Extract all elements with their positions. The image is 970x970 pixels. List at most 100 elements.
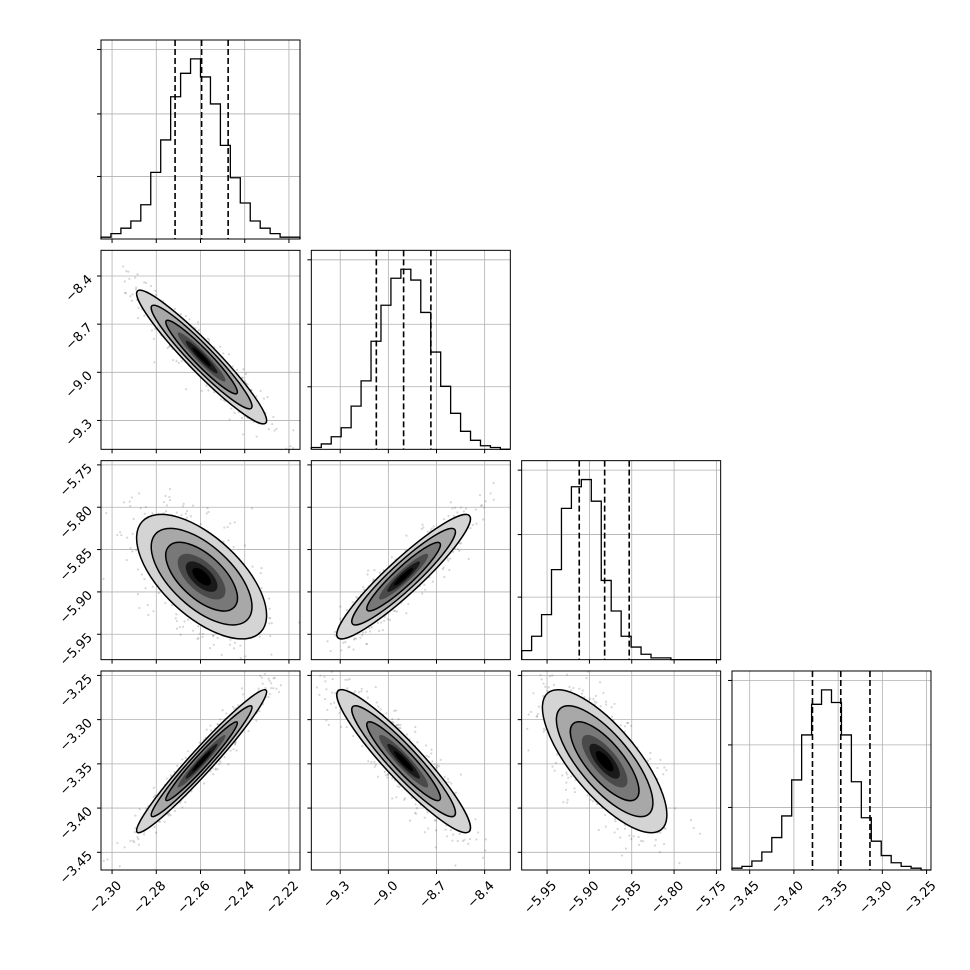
sample-point [170,603,174,607]
sample-point [272,415,275,419]
sample-point [547,686,550,689]
sample-point [423,583,426,586]
sample-point [116,841,119,845]
sample-point [334,634,337,637]
sample-point [426,530,429,533]
sample-point [198,632,201,635]
sample-point [259,674,262,677]
sample-point [145,281,148,284]
sample-point [459,506,463,509]
sample-point [541,695,545,698]
sample-point [124,292,127,295]
sample-point [270,653,273,656]
sample-point [242,433,245,436]
sample-point [151,585,154,588]
sample-point [168,495,171,499]
sample-point [228,643,232,646]
y-tick-label: −5.85 [57,546,96,585]
sample-point [435,766,439,769]
sample-point [182,625,185,628]
sample-point [216,636,219,640]
sample-point [187,750,190,753]
sample-point [628,834,631,837]
sample-point [626,721,629,725]
sample-point [460,542,463,545]
sample-point [152,786,155,789]
sample-point [309,660,311,662]
sample-point [247,729,250,733]
sample-point [380,621,383,624]
sample-point [118,865,121,868]
sample-point [245,372,248,375]
sample-point [659,758,662,761]
sample-point [174,617,177,620]
sample-point [446,835,449,838]
sample-point [433,819,436,822]
sample-point [169,814,172,817]
sample-point [362,585,365,589]
x-tick-label: −2.26 [175,878,214,917]
sample-point [553,683,556,687]
x-tick-label: −5.75 [691,878,730,917]
sample-point [244,655,247,658]
sample-point [323,697,327,701]
sample-point [595,701,598,704]
scatter-panel-2-1: −9.3 −9.0 −8.7 −8.4 [63,249,301,454]
sample-point [414,725,417,729]
sample-point [212,773,215,776]
panel-frame [521,670,722,871]
sample-point [527,749,530,752]
sample-point [373,765,376,768]
sample-point [206,507,209,510]
sample-point [646,759,650,762]
panel-frame [731,670,932,871]
sample-point [627,721,630,725]
sample-point [439,758,442,761]
sample-point [395,796,398,799]
sample-point [360,690,363,693]
sample-point [408,819,412,822]
sample-point [129,839,132,843]
sample-point [451,839,454,842]
sample-point [199,522,202,526]
sample-point [251,565,254,568]
sample-point [436,763,439,767]
sample-point [207,389,210,392]
sample-point [586,794,589,797]
sample-point [454,506,457,509]
sample-point [423,831,426,834]
sample-point [455,791,458,794]
hist-panel-2 [307,249,511,454]
sample-point [474,508,477,511]
sample-point [135,549,138,552]
sample-point [155,294,158,297]
sample-point [157,591,160,595]
sample-point [527,713,530,716]
sample-point [266,395,269,399]
sample-point [125,270,128,273]
sample-point [292,429,295,432]
sample-point [129,505,132,508]
sample-point [386,773,390,776]
sample-point [474,818,477,821]
sample-point [136,273,139,276]
sample-point [585,668,587,670]
sample-point [225,712,228,715]
y-tick-label: −3.40 [57,804,96,843]
sample-point [374,686,377,689]
sample-point [130,299,134,302]
sample-point [263,672,267,676]
sample-point [324,664,326,666]
sample-point [185,509,189,513]
x-tick-label: −3.45 [724,878,763,917]
sample-point [175,619,178,623]
sample-point [233,411,236,414]
x-tick-label: −8.7 [417,878,450,911]
sample-point [270,687,273,690]
y-tick-label: −3.30 [57,716,96,755]
x-tick-label: −8.4 [465,878,498,911]
hist-panel-4: −3.45 −3.40 −3.35 −3.30 −3.25 [724,670,940,917]
sample-point [180,360,183,363]
sample-point [233,647,236,650]
sample-point [205,728,208,731]
